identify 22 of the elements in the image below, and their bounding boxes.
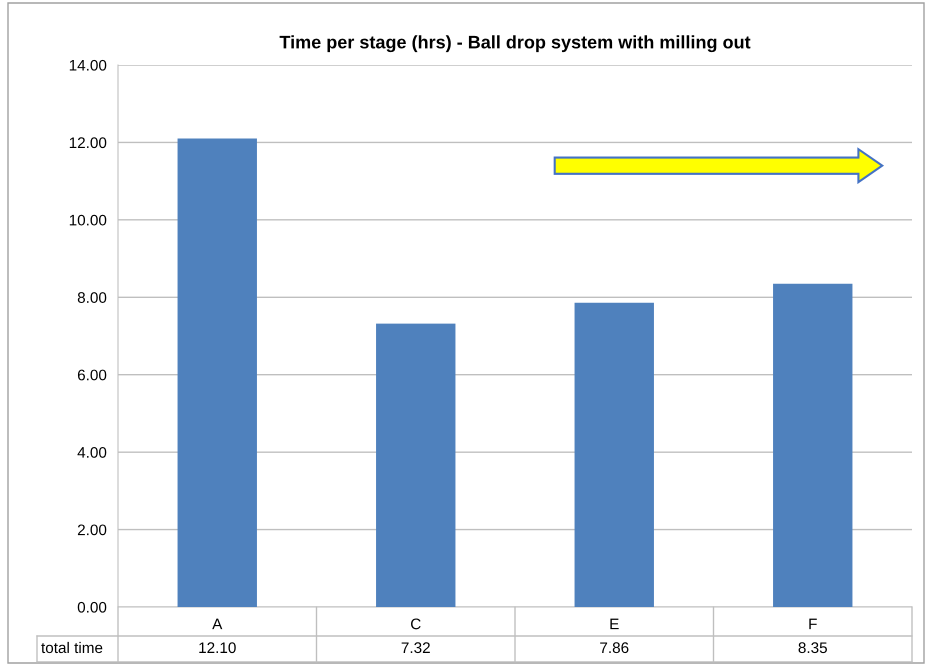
y-tick-label: 6.00 bbox=[78, 370, 106, 380]
y-tick-label: 10.00 bbox=[70, 214, 106, 226]
y-tick-label: 2.00 bbox=[78, 524, 106, 536]
bar bbox=[574, 302, 654, 607]
x-tick-label: F bbox=[809, 618, 817, 630]
bar bbox=[376, 324, 456, 607]
chart-title: Time per stage (hrs) - Ball drop system with milling out bbox=[280, 35, 750, 52]
text: total time bbox=[41, 642, 102, 654]
bar bbox=[773, 284, 852, 607]
y-tick-label: 0.00 bbox=[78, 602, 106, 613]
data-label: 12.10 bbox=[199, 642, 236, 654]
data-label: 8.35 bbox=[798, 642, 827, 654]
y-tick-label: 8.00 bbox=[78, 292, 106, 303]
bar bbox=[178, 138, 257, 607]
y-tick-label: 14.00 bbox=[70, 60, 106, 71]
y-tick-label: 12.00 bbox=[70, 137, 106, 148]
data-label: 7.32 bbox=[402, 642, 430, 654]
x-tick-label: C bbox=[411, 618, 421, 630]
data-label: 7.86 bbox=[600, 642, 628, 654]
x-tick-label: E bbox=[610, 618, 619, 630]
x-tick-label: A bbox=[212, 618, 222, 630]
y-tick-label: 4.00 bbox=[78, 447, 106, 458]
